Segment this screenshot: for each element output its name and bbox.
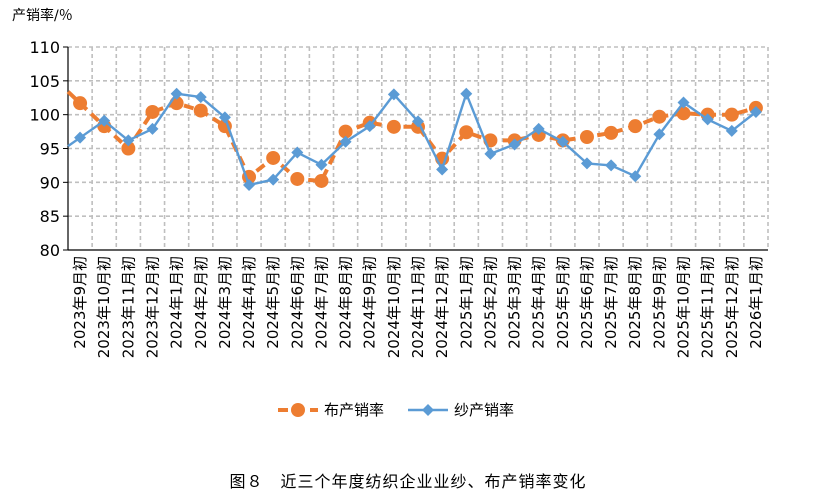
legend-item-2: 纱产销率 — [408, 401, 514, 419]
legend-label: 纱产销率 — [454, 401, 514, 419]
data-point — [653, 128, 666, 141]
y-ticks: 80 85 90 95 100 105 110 — [29, 38, 60, 260]
data-point — [460, 87, 473, 100]
data-point — [122, 134, 135, 147]
x-tick-label: 2025年12月初 — [723, 256, 741, 358]
x-tick-label: 2024年8月初 — [337, 256, 355, 349]
data-point — [724, 107, 739, 122]
data-point — [193, 103, 208, 118]
data-point — [580, 157, 593, 170]
x-tick-label: 2024年7月初 — [312, 256, 330, 349]
data-point — [74, 131, 87, 144]
data-point — [652, 109, 667, 124]
x-tick-label: 2023年11月初 — [119, 256, 137, 358]
data-point — [556, 135, 569, 148]
series-2 — [67, 87, 762, 192]
y-tick-label: 105 — [29, 72, 60, 91]
data-point — [170, 87, 183, 100]
data-point — [73, 96, 88, 111]
x-tick-label: 2025年4月初 — [530, 256, 548, 349]
data-point — [412, 115, 424, 128]
x-tick-label: 2025年5月初 — [554, 256, 572, 349]
series-1 — [66, 90, 763, 188]
x-tick-label: 2025年7月初 — [602, 256, 620, 349]
data-point — [243, 179, 256, 192]
x-ticks: 2023年9月初 2023年10月初 2023年11月初 2023年12月初 2024年… — [71, 256, 765, 358]
x-tick-label: 2024年10月初 — [385, 256, 403, 358]
x-tick-label: 2024年4月初 — [240, 256, 258, 349]
x-tick-label: 2024年3月初 — [216, 256, 234, 349]
data-point — [725, 124, 738, 137]
axes — [63, 46, 768, 251]
x-tick-label: 2023年12月初 — [143, 256, 161, 358]
data-point — [629, 170, 642, 183]
data-point — [145, 104, 160, 119]
data-point — [749, 105, 762, 118]
data-point — [676, 106, 691, 121]
x-tick-label: 2023年9月初 — [71, 256, 89, 349]
data-point — [677, 96, 690, 109]
data-point — [605, 159, 618, 172]
data-point — [314, 173, 329, 188]
data-point — [579, 129, 594, 144]
y-tick-label: 110 — [29, 38, 60, 57]
y-tick-label: 85 — [40, 207, 60, 226]
series-layer — [66, 87, 763, 192]
data-point — [628, 119, 643, 134]
data-point — [387, 88, 400, 101]
data-point — [459, 125, 474, 140]
data-point — [701, 113, 714, 126]
data-point — [194, 91, 207, 104]
x-tick-label: 2025年6月初 — [578, 256, 596, 349]
x-tick-label: 2024年1月初 — [168, 256, 186, 349]
x-tick-label: 2025年9月初 — [650, 256, 668, 349]
x-tick-label: 2024年9月初 — [361, 256, 379, 349]
legend-marker — [291, 403, 305, 417]
x-tick-label: 2024年11月初 — [409, 256, 427, 358]
y-tick-label: 100 — [29, 106, 60, 125]
data-point — [121, 141, 136, 156]
x-tick-label: 2025年2月初 — [481, 256, 499, 349]
data-point — [98, 114, 111, 127]
x-tick-label: 2024年2月初 — [192, 256, 210, 349]
data-point — [291, 146, 304, 159]
x-tick-label: 2026年1月初 — [747, 256, 765, 349]
x-tick-label: 2024年5月初 — [264, 256, 282, 349]
x-tick-label: 2023年10月初 — [95, 256, 113, 358]
data-point — [338, 124, 353, 139]
data-point — [508, 138, 521, 151]
y-tick-label: 90 — [40, 173, 60, 192]
series-line — [67, 92, 757, 187]
data-point — [604, 125, 619, 140]
legend-item-1: 布产销率 — [278, 401, 384, 419]
data-point — [363, 120, 376, 133]
data-point — [266, 150, 281, 165]
x-tick-label: 2025年3月初 — [506, 256, 524, 349]
x-tick-label: 2024年6月初 — [288, 256, 306, 349]
data-point — [436, 163, 449, 176]
y-tick-label: 80 — [40, 241, 60, 260]
legend-marker — [422, 404, 434, 416]
legend: 布产销率 纱产销率 — [278, 401, 514, 419]
data-point — [290, 171, 305, 186]
data-point — [315, 158, 328, 171]
data-point — [218, 111, 231, 124]
x-tick-label: 2025年8月初 — [626, 256, 644, 349]
x-tick-label: 2024年12月初 — [433, 256, 451, 358]
grid — [68, 46, 769, 250]
data-point — [386, 119, 401, 134]
data-point — [484, 147, 497, 160]
x-tick-label: 2025年1月初 — [457, 256, 475, 349]
y-tick-label: 95 — [40, 140, 60, 159]
y-axis-label: 产销率/％ — [12, 7, 73, 24]
data-point — [532, 122, 545, 135]
x-tick-label: 2025年10月初 — [675, 256, 693, 358]
data-point — [339, 135, 352, 148]
legend-label: 布产销率 — [324, 401, 384, 419]
figure-caption: 图８ 近三个年度纺织企业业纱、布产销率变化 — [229, 472, 587, 491]
data-point — [267, 173, 280, 186]
x-tick-label: 2025年11月初 — [699, 256, 717, 358]
data-point — [146, 122, 159, 135]
